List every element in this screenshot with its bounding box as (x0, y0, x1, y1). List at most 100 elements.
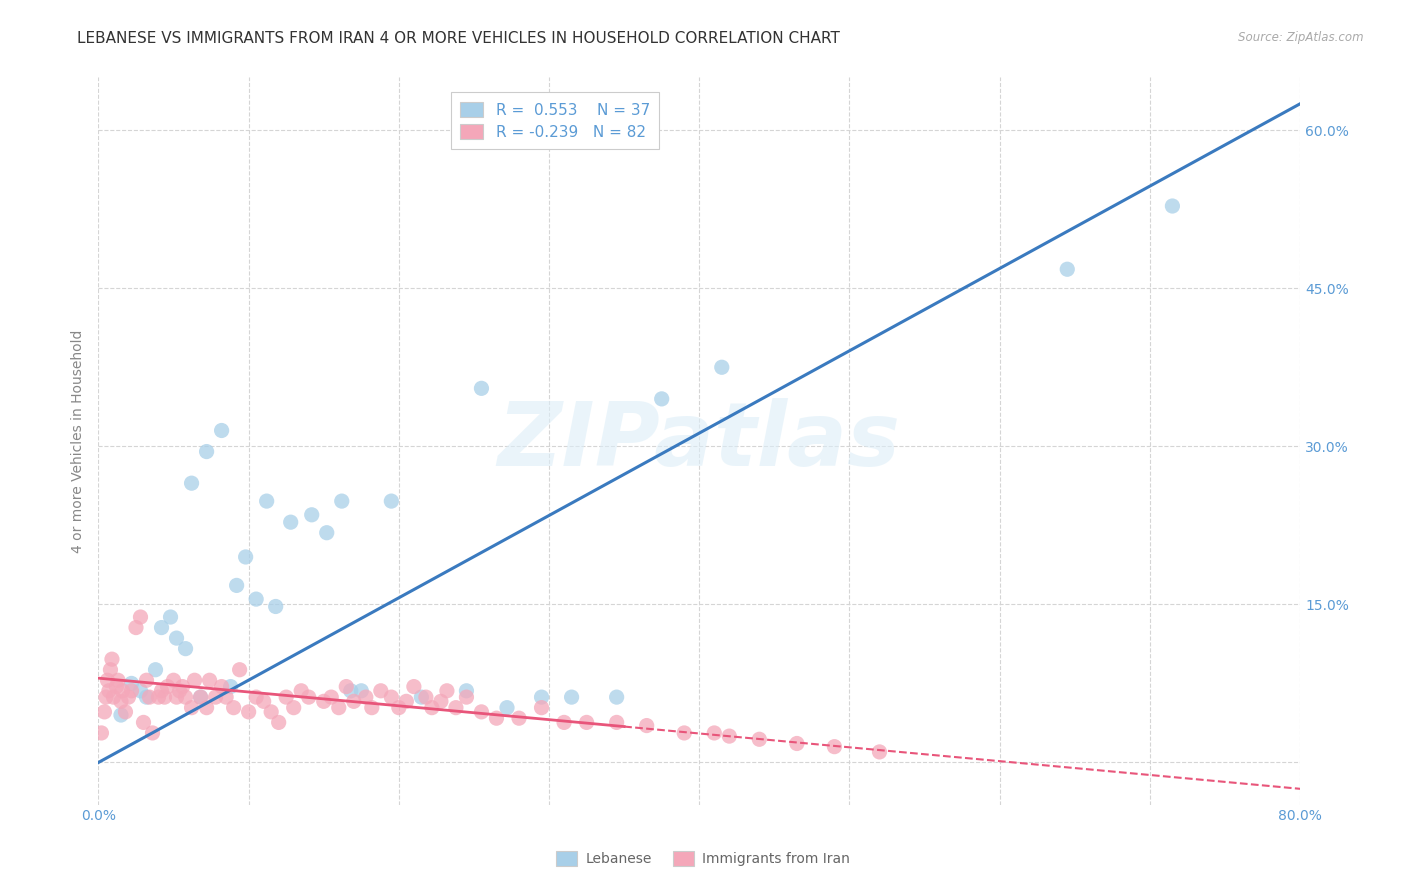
Point (121, 676, 143, 690)
Point (174, 690, 197, 705)
Point (335, 680, 357, 694)
Point (280, 515, 302, 529)
Point (166, 690, 188, 705)
Point (162, 673, 184, 688)
Point (370, 683, 392, 698)
Point (1161, 199, 1184, 213)
Point (190, 690, 212, 705)
Point (388, 700, 411, 714)
Point (211, 680, 233, 694)
Point (651, 392, 673, 406)
Point (312, 694, 335, 708)
Point (1056, 262, 1078, 277)
Point (508, 711, 530, 725)
Point (256, 494, 278, 508)
Point (159, 610, 181, 624)
Point (190, 690, 212, 705)
Point (673, 726, 696, 740)
Point (222, 700, 245, 714)
Point (606, 690, 628, 705)
Point (129, 610, 152, 624)
Point (561, 690, 583, 705)
Point (103, 690, 125, 705)
Point (96, 673, 118, 688)
Point (132, 715, 155, 730)
Point (166, 631, 188, 645)
Point (260, 705, 283, 719)
Point (330, 494, 353, 508)
Point (125, 621, 148, 635)
Point (215, 690, 238, 705)
Point (328, 700, 350, 714)
Point (245, 690, 267, 705)
Point (90, 726, 112, 740)
Point (235, 549, 257, 564)
Point (869, 745, 891, 759)
Point (141, 726, 163, 740)
Point (253, 694, 276, 708)
Point (276, 690, 298, 705)
Point (485, 711, 508, 725)
Legend: Lebanese, Immigrants from Iran: Lebanese, Immigrants from Iran (551, 846, 855, 871)
Point (121, 683, 143, 698)
Point (444, 700, 467, 714)
Point (117, 690, 139, 705)
Point (360, 700, 382, 714)
Point (150, 683, 173, 698)
Point (315, 525, 337, 540)
Text: ZIPatlas: ZIPatlas (498, 398, 901, 484)
Point (350, 683, 373, 698)
Point (183, 673, 205, 688)
Point (148, 690, 170, 705)
Point (156, 680, 179, 694)
Point (823, 739, 845, 754)
Point (710, 360, 733, 375)
Point (101, 652, 124, 666)
Point (150, 621, 173, 635)
Point (496, 700, 519, 714)
Point (114, 705, 136, 719)
Point (245, 592, 267, 607)
Point (97, 683, 120, 698)
Point (135, 673, 157, 688)
Point (267, 715, 290, 730)
Point (380, 690, 402, 705)
Point (174, 641, 197, 656)
Point (169, 683, 191, 698)
Point (153, 690, 176, 705)
Point (290, 683, 312, 698)
Point (411, 690, 433, 705)
Point (456, 683, 478, 698)
Point (420, 700, 443, 714)
Point (321, 690, 343, 705)
Point (354, 690, 377, 705)
Point (636, 718, 658, 732)
Point (198, 673, 221, 688)
Point (228, 663, 250, 677)
Point (110, 694, 132, 708)
Point (415, 690, 437, 705)
Point (110, 708, 132, 723)
Text: Source: ZipAtlas.com: Source: ZipAtlas.com (1239, 31, 1364, 45)
Point (402, 680, 425, 694)
Point (180, 476, 202, 491)
Point (553, 715, 575, 730)
Point (204, 690, 226, 705)
Y-axis label: 4 or more Vehicles in Household: 4 or more Vehicles in Household (72, 329, 86, 553)
Point (575, 715, 598, 730)
Legend: R =  0.553    N = 37, R = -0.239   N = 82: R = 0.553 N = 37, R = -0.239 N = 82 (451, 93, 659, 149)
Point (301, 508, 323, 522)
Point (238, 705, 260, 719)
Point (225, 578, 247, 592)
Point (129, 683, 152, 698)
Point (470, 705, 492, 719)
Point (195, 700, 218, 714)
Point (298, 690, 321, 705)
Point (105, 680, 128, 694)
Point (530, 690, 553, 705)
Point (145, 663, 167, 677)
Point (395, 694, 418, 708)
Point (111, 683, 134, 698)
Point (172, 680, 194, 694)
Point (138, 690, 160, 705)
